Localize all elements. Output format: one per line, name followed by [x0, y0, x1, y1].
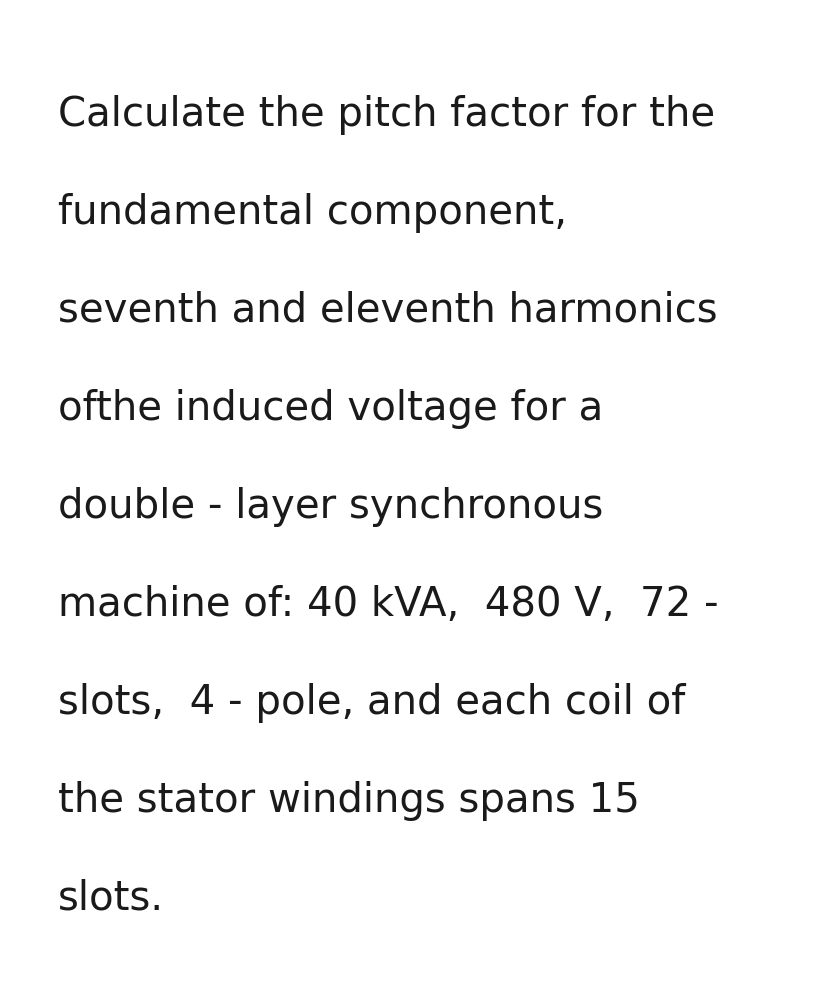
Text: double - layer synchronous: double - layer synchronous: [58, 487, 603, 527]
Text: slots.: slots.: [58, 879, 164, 919]
Text: slots,  4 - pole, and each coil of: slots, 4 - pole, and each coil of: [58, 683, 686, 723]
Text: the stator windings spans 15: the stator windings spans 15: [58, 781, 640, 821]
Text: Calculate the pitch factor for the: Calculate the pitch factor for the: [58, 95, 715, 135]
Text: machine of: 40 kVA,  480 V,  72 -: machine of: 40 kVA, 480 V, 72 -: [58, 585, 718, 625]
Text: fundamental component,: fundamental component,: [58, 193, 567, 233]
Text: seventh and eleventh harmonics: seventh and eleventh harmonics: [58, 291, 718, 331]
Text: ofthe induced voltage for a: ofthe induced voltage for a: [58, 389, 603, 429]
